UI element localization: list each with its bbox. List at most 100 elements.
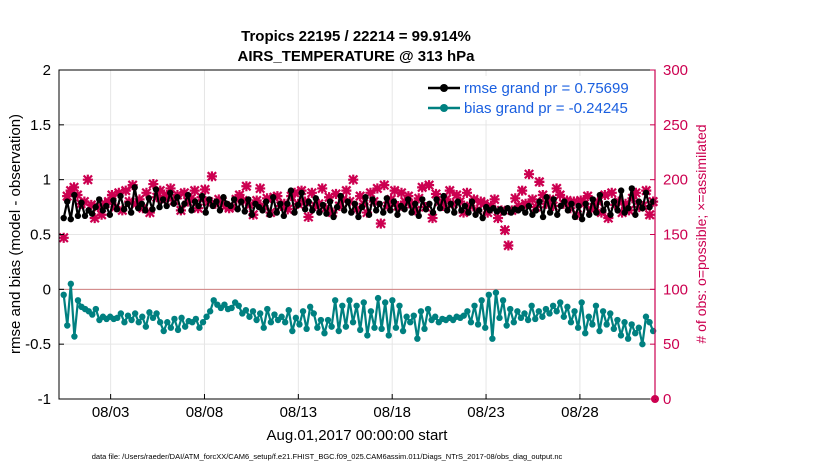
bias-point [535,308,543,315]
rmse-point [351,200,359,207]
obs-count-marker [330,188,342,199]
rmse-point [593,209,600,216]
bias-point [306,303,314,311]
bias-point [617,332,625,339]
bias-point [267,319,275,326]
bias-point [489,335,496,342]
rmse-point [291,209,298,216]
rmse-point [103,202,110,210]
obs-count-marker [396,187,407,198]
bias-point [628,321,635,328]
bias-point [364,332,371,339]
rmse-point [287,187,295,194]
bias-point [360,299,367,306]
bias-point [221,301,228,308]
rmse-point [443,207,451,214]
right-axis-ticks: 0 50 100 150 200 250 300 [650,62,688,408]
obs-count-marker [313,198,324,209]
bias-point [549,302,557,309]
obs-count-marker [379,180,390,191]
rmse-point [610,198,618,205]
legend-box [420,76,648,120]
bias-point [407,319,414,326]
obs-count-marker [337,194,348,205]
rmse-point [557,202,565,210]
rmse-point [230,196,238,203]
right-tick-label: 100 [663,281,688,298]
rmse-point [625,204,632,212]
left-axis-ticks: -1 -0.5 0 0.5 1 1.5 2 [25,62,64,408]
bias-point [128,316,135,324]
bias-point [607,310,614,317]
bias-point [510,319,518,326]
right-tick-label: 250 [663,117,688,134]
bias-point [396,302,403,309]
rmse-point [380,209,387,216]
x-tick-label: 08/08 [186,404,224,421]
rmse-point [316,209,323,216]
rmse-point [607,211,614,218]
rmse-point [394,211,401,218]
rmse-point [124,200,131,207]
rmse-point [67,215,74,223]
bias-point [156,319,164,326]
bias-point [410,312,417,319]
bias-point [310,310,317,317]
bias-point [460,312,467,319]
rmse-point [312,195,319,202]
bias-point [335,327,342,335]
bias-point [317,316,325,324]
rmse-point [60,214,67,222]
rmse-point [163,202,170,210]
rmse-point [451,209,458,216]
rmse-point [525,202,533,210]
obs-count-marker [444,185,455,196]
rmse-point [174,194,181,201]
rmse-point [280,212,288,220]
bias-point [149,314,157,322]
bias-point [321,330,328,337]
obs-count-marker [568,196,579,207]
rmse-point [426,200,433,207]
obs-count-marker [424,180,435,191]
rmse-point [440,192,447,200]
obs-count-marker [527,194,538,205]
bias-point [471,302,478,309]
rmse-point [167,189,174,197]
obs-count-marker [299,196,311,207]
bias-point [153,310,160,317]
rmse-point [575,202,582,210]
rmse-point [614,207,621,214]
left-tick-label: 1.5 [30,117,51,134]
bias-point [124,312,132,319]
bias-point [596,327,603,335]
obs-count-marker [551,183,562,194]
bias-point [203,313,210,320]
obs-count-marker [144,207,155,218]
bias-point [417,308,425,315]
rmse-point [362,194,369,201]
obs-count-marker [534,176,545,187]
legend-bias-marker [440,104,448,112]
obs-count-marker [451,189,462,201]
bias-point [235,302,242,309]
obs-count-marker [155,185,166,196]
rmse-point [74,212,82,220]
bias-point [242,306,250,314]
obs-count-marker [427,213,438,224]
bias-point [74,297,82,304]
rmse-point [284,200,291,207]
rmse-point [277,200,284,207]
bias-point [467,319,475,326]
bias-point [421,325,428,333]
bias-point [432,313,439,320]
bias-point [371,324,378,331]
rmse-point [149,206,156,213]
bias-point [499,297,507,304]
obs-count-marker [365,187,376,198]
rmse-point [337,192,344,200]
obs-count-marker [303,211,314,222]
obs-count-marker [134,194,145,205]
bias-point [532,315,539,323]
bias-point [385,332,392,339]
